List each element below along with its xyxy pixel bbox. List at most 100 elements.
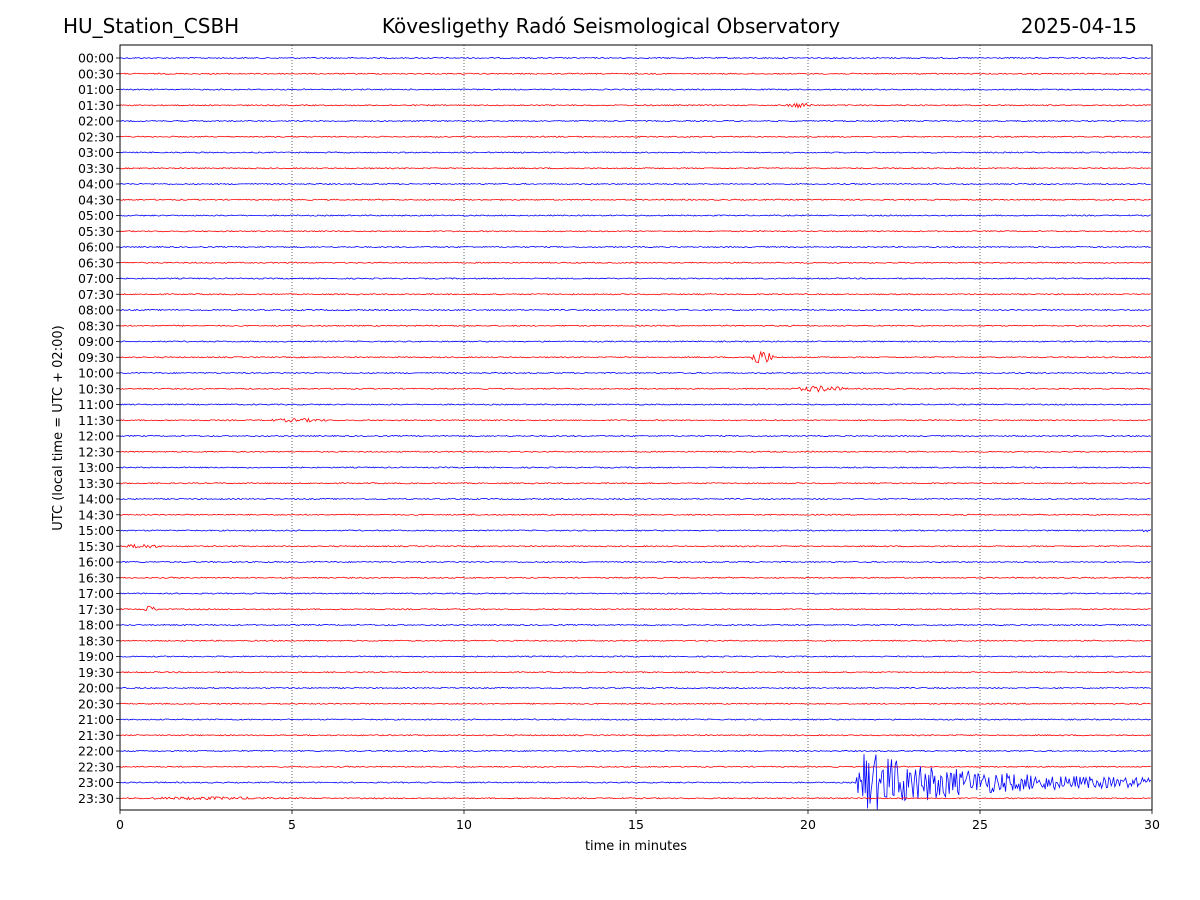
trace-2000	[119, 686, 1151, 690]
y-tick-label-0730: 07:30	[78, 287, 114, 302]
y-tick-label-1730: 17:30	[78, 602, 114, 617]
trace-1000	[119, 371, 1151, 375]
trace-1830	[119, 639, 1152, 642]
trace-1100	[119, 403, 1151, 406]
y-tick-label-0600: 06:00	[78, 240, 114, 255]
trace-0300	[119, 151, 1151, 154]
x-tick-label-15: 15	[628, 817, 644, 832]
observatory-title: Kövesligethy Radó Seismological Observat…	[381, 14, 841, 38]
trace-layer	[119, 56, 1152, 810]
y-tick-label-1030: 10:30	[78, 381, 114, 396]
y-tick-label-1800: 18:00	[78, 618, 114, 633]
trace-0930	[119, 350, 1152, 364]
trace-1500	[119, 529, 1152, 533]
x-tick-label-5: 5	[288, 817, 296, 832]
trace-2200	[119, 749, 1151, 753]
trace-0800	[119, 308, 1151, 312]
y-tick-label-0130: 01:30	[78, 98, 114, 113]
station-name: HU_Station_CSBH	[63, 14, 240, 38]
trace-0500	[119, 214, 1151, 217]
y-tick-label-0630: 06:30	[78, 255, 114, 270]
record-date: 2025-04-15	[1020, 14, 1137, 38]
x-tick-label-20: 20	[800, 817, 816, 832]
trace-1130	[119, 417, 1151, 423]
trace-0330	[119, 167, 1151, 170]
y-tick-label-0930: 09:30	[78, 350, 114, 365]
trace-1800	[119, 623, 1151, 627]
y-tick-label-2000: 20:00	[78, 681, 114, 696]
trace-0230	[119, 135, 1151, 138]
x-tick-label-10: 10	[456, 817, 472, 832]
y-tick-label-1400: 14:00	[78, 492, 114, 507]
y-tick-label-0700: 07:00	[78, 271, 114, 286]
y-tick-label-1900: 19:00	[78, 649, 114, 664]
x-tick-label-25: 25	[972, 817, 988, 832]
x-axis-label: time in minutes	[585, 839, 687, 854]
y-tick-label-1530: 15:30	[78, 539, 114, 554]
trace-1430	[119, 513, 1151, 516]
grid-layer	[291, 45, 981, 810]
y-tick-label-1600: 16:00	[78, 555, 114, 570]
trace-2030	[119, 702, 1151, 705]
y-axis-label: UTC (local time = UTC + 02:00)	[51, 325, 66, 530]
trace-1200	[119, 434, 1151, 438]
trace-1400	[119, 497, 1151, 501]
y-tick-label-0800: 08:00	[78, 303, 114, 318]
trace-0730	[119, 293, 1151, 296]
y-tick-label-0230: 02:30	[78, 129, 114, 144]
y-tick-label-0530: 05:30	[78, 224, 114, 239]
trace-1900	[119, 655, 1151, 658]
trace-1300	[119, 466, 1151, 469]
y-tick-label-0400: 04:00	[78, 177, 114, 192]
y-tick-label-0900: 09:00	[78, 334, 114, 349]
trace-0000	[119, 56, 1151, 60]
y-tick-label-1630: 16:30	[78, 570, 114, 585]
trace-0400	[119, 182, 1151, 186]
y-tick-label-1300: 13:00	[78, 460, 114, 475]
trace-0600	[119, 245, 1151, 249]
y-tick-label-1830: 18:30	[78, 633, 114, 648]
y-tick-label-0030: 00:30	[78, 66, 114, 81]
y-tick-label-1930: 19:30	[78, 665, 114, 680]
y-tick-label-2300: 23:00	[78, 775, 114, 790]
trace-1330	[119, 482, 1151, 485]
trace-0200	[119, 119, 1151, 123]
trace-1600	[119, 560, 1151, 564]
trace-1630	[119, 576, 1151, 579]
y-tick-label-1430: 14:30	[78, 507, 114, 522]
y-tick-label-0100: 01:00	[78, 82, 114, 97]
x-tick-label-0: 0	[116, 817, 124, 832]
y-tick-label-1130: 11:30	[78, 413, 114, 428]
trace-1530	[119, 543, 1151, 549]
y-tick-label-0300: 03:00	[78, 145, 114, 160]
y-tick-layer: 00:0000:3001:0001:3002:0002:3003:0003:30…	[78, 51, 120, 806]
y-tick-label-2230: 22:30	[78, 759, 114, 774]
y-tick-label-1100: 11:00	[78, 397, 114, 412]
trace-1930	[119, 671, 1151, 674]
y-tick-label-0200: 02:00	[78, 114, 114, 129]
y-tick-label-2330: 23:30	[78, 791, 114, 806]
y-tick-label-1230: 12:30	[78, 444, 114, 459]
y-tick-label-0830: 08:30	[78, 318, 114, 333]
trace-0630	[119, 261, 1151, 264]
y-tick-label-0430: 04:30	[78, 192, 114, 207]
trace-1230	[119, 450, 1152, 453]
y-tick-label-0500: 05:00	[78, 208, 114, 223]
y-tick-label-2200: 22:00	[78, 744, 114, 759]
y-tick-label-2030: 20:30	[78, 696, 114, 711]
trace-1730	[119, 605, 1151, 611]
y-tick-label-1200: 12:00	[78, 429, 114, 444]
y-tick-label-0330: 03:30	[78, 161, 114, 176]
trace-0030	[119, 72, 1151, 75]
trace-0100	[119, 88, 1151, 91]
trace-2330	[119, 796, 1151, 801]
y-tick-label-1700: 17:00	[78, 586, 114, 601]
trace-2230	[119, 765, 1151, 768]
trace-2130	[119, 734, 1151, 737]
x-tick-label-30: 30	[1144, 817, 1160, 832]
y-tick-label-2130: 21:30	[78, 728, 114, 743]
trace-0830	[119, 324, 1151, 327]
x-tick-layer: 0 5 10 15 20 25 30	[116, 810, 1160, 832]
trace-2100	[119, 718, 1151, 721]
